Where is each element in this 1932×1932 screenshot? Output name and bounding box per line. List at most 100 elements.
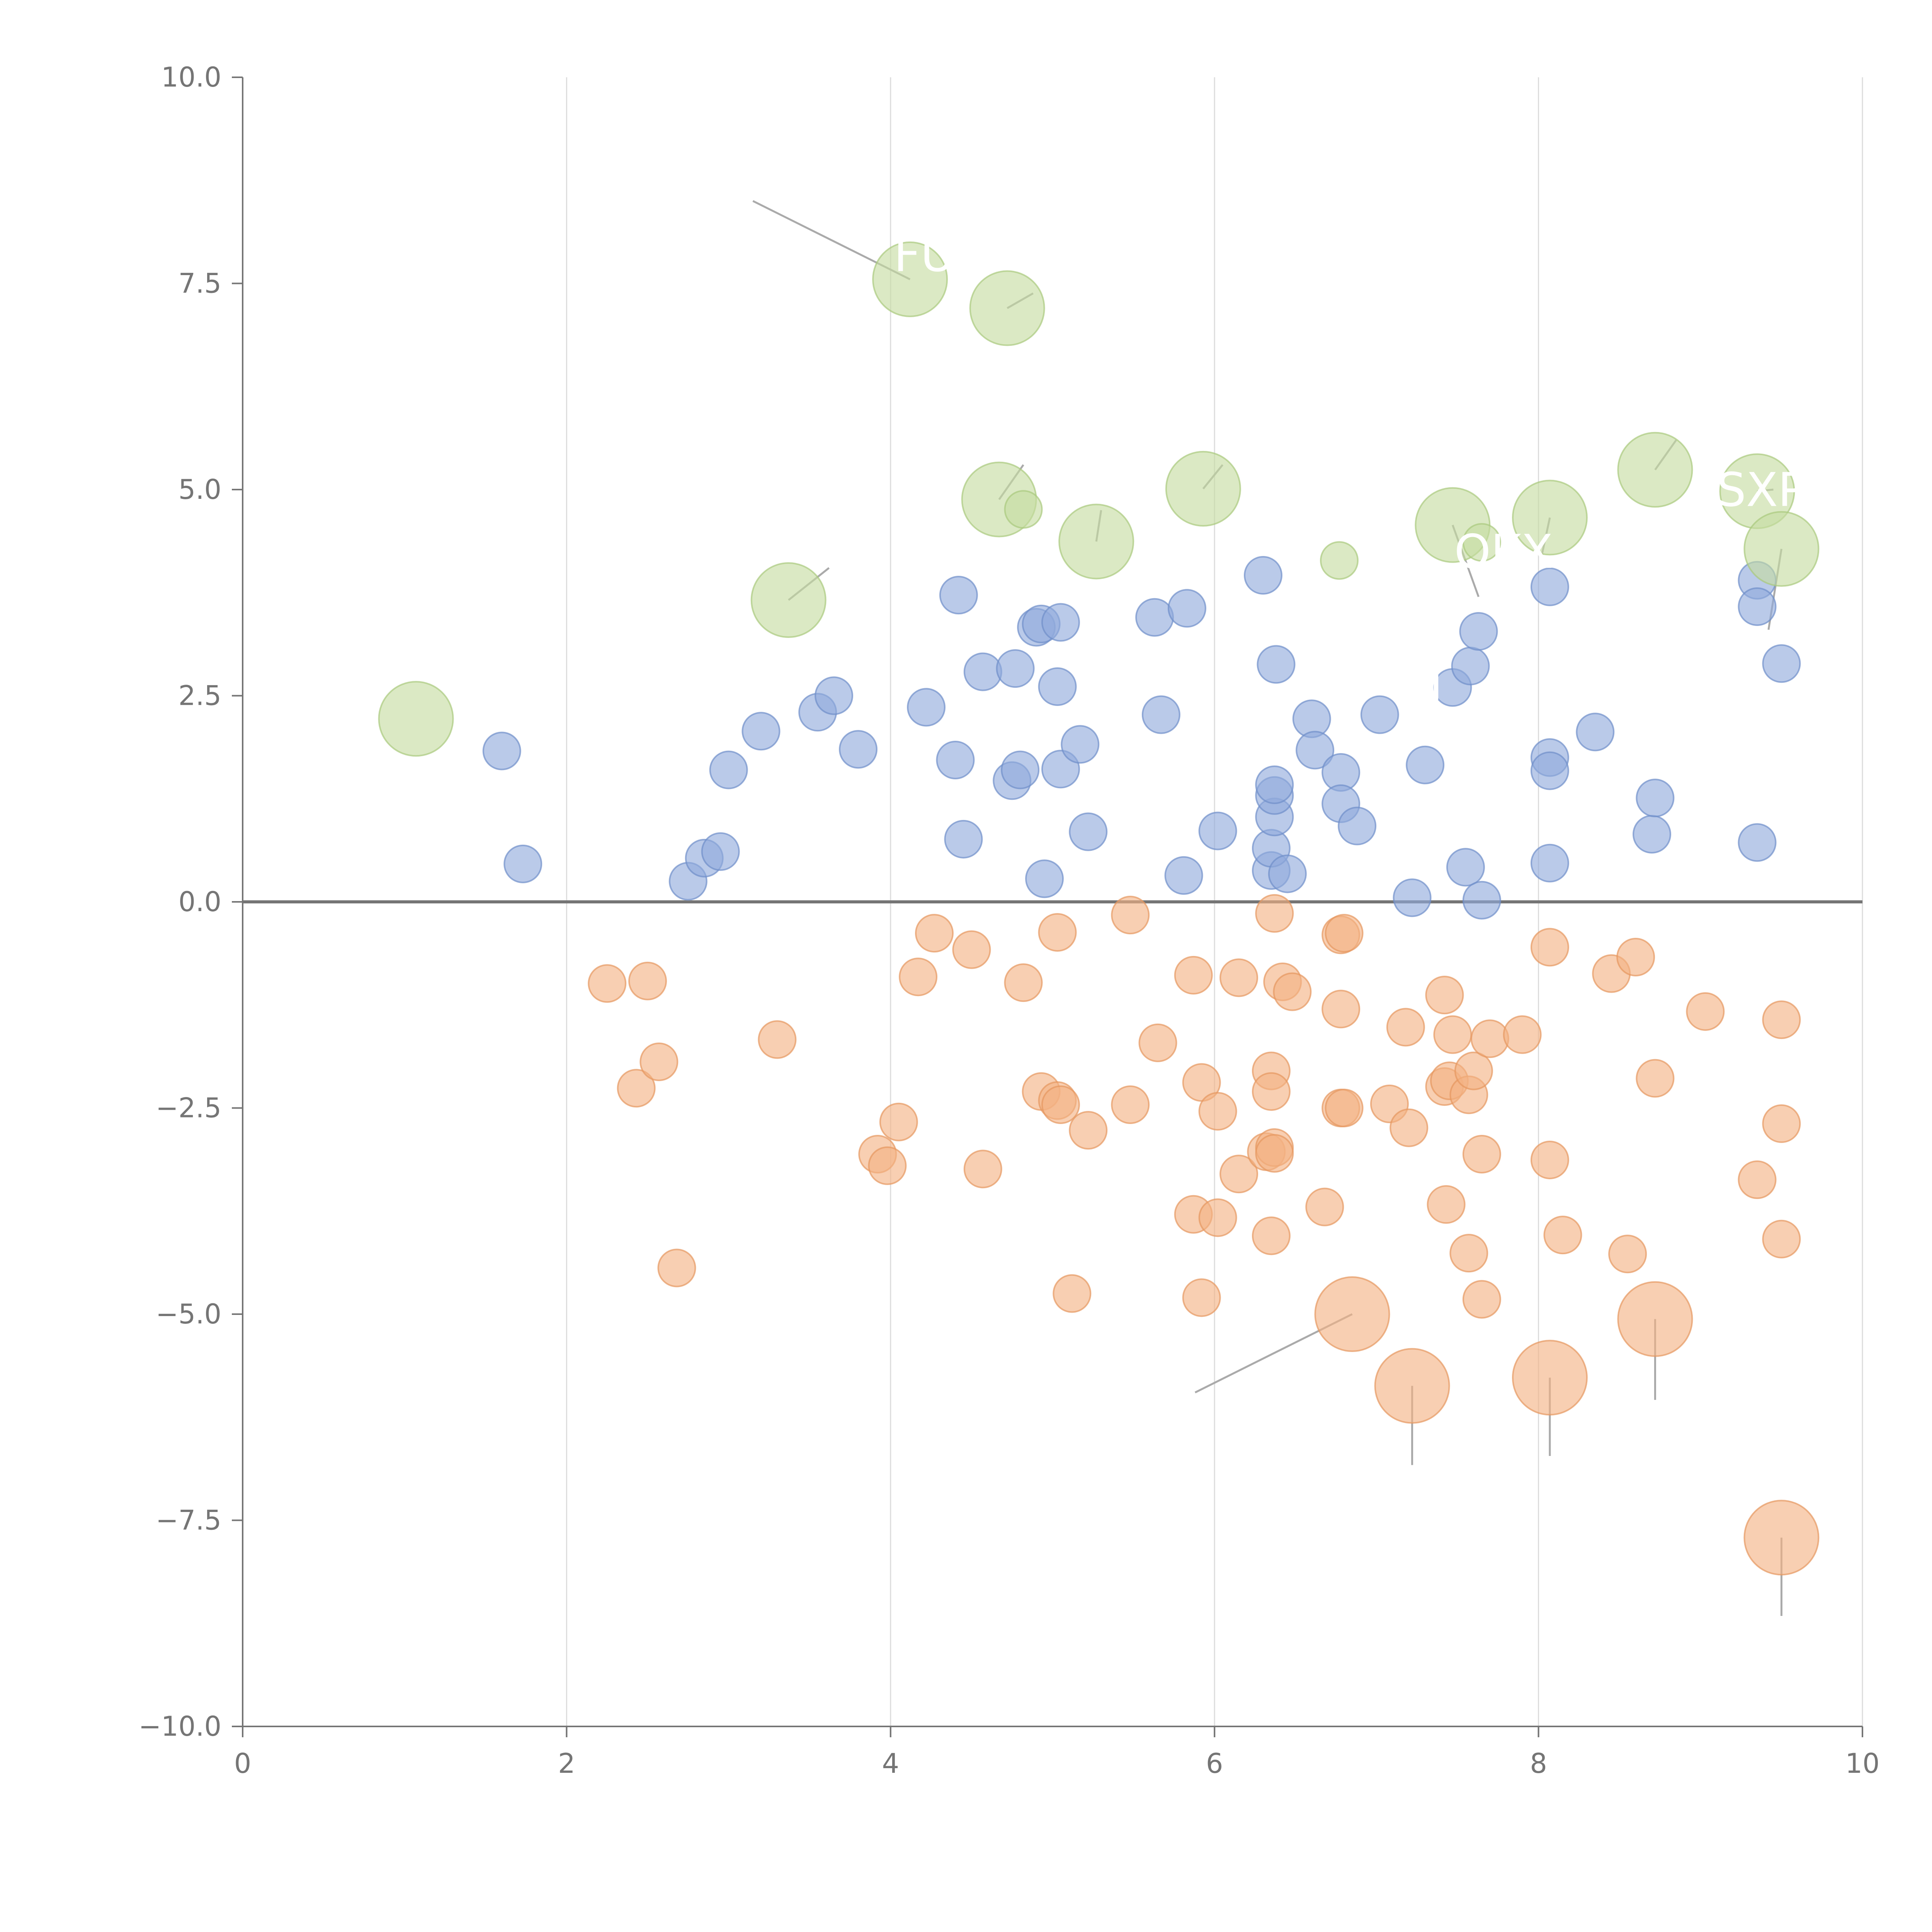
data-point-positive (1360, 695, 1399, 734)
data-point-negative (963, 1150, 1002, 1189)
data-point-negative (1273, 972, 1312, 1011)
data-point-positive (1530, 567, 1569, 606)
data-point-negative (1636, 1059, 1675, 1098)
data-point-negative (1174, 956, 1213, 995)
data-point-positive (742, 712, 781, 751)
data-point-negative (1503, 1015, 1542, 1054)
data-point-negative-highlight (1512, 1340, 1588, 1416)
data-point-negative (1219, 1155, 1259, 1194)
data-point-positive (944, 820, 983, 859)
data-point-positive (996, 649, 1035, 688)
data-point-positive-highlight (750, 562, 827, 638)
data-point-positive-highlight (969, 270, 1045, 346)
data-point-negative (899, 957, 938, 997)
y-tick-label: 7.5 (179, 268, 221, 299)
x-tick-label: 6 (1206, 1748, 1223, 1779)
data-point-negative (1449, 1234, 1488, 1273)
data-point-positive (1255, 765, 1294, 804)
data-point-negative (1198, 1092, 1237, 1131)
data-point-negative (1686, 992, 1725, 1031)
data-point-positive (1001, 750, 1040, 789)
data-point-positive (1135, 598, 1174, 637)
data-point-negative (1255, 894, 1294, 933)
data-point-positive (1164, 856, 1203, 895)
data-point-positive (1762, 644, 1801, 683)
data-point-positive (1167, 589, 1206, 628)
data-point-positive-highlight (1058, 503, 1134, 580)
data-point-negative (1053, 1274, 1092, 1313)
data-point-negative (758, 1020, 797, 1059)
point-label: TI (1400, 657, 1443, 711)
x-tick-label: 0 (234, 1748, 252, 1779)
data-point-negative (1543, 1216, 1582, 1255)
data-point-negative (1762, 1104, 1801, 1143)
data-point-negative-highlight (1743, 1500, 1820, 1576)
x-tick-label: 10 (1845, 1748, 1879, 1779)
data-point-positive-highlight (1743, 511, 1820, 587)
data-point-negative (1470, 1019, 1509, 1058)
y-tick-label: 2.5 (179, 680, 221, 712)
data-point-positive (1268, 854, 1307, 893)
point-label: P (1093, 690, 1121, 744)
data-point-positive (1038, 667, 1077, 706)
data-point-negative (1530, 928, 1569, 967)
data-point-negative (1038, 913, 1077, 952)
data-point-positive (1633, 815, 1672, 854)
data-point-positive-highlight (378, 681, 454, 757)
data-point-positive-highlight (1617, 432, 1693, 508)
data-point-positive (709, 750, 748, 789)
y-tick-label: 0.0 (179, 886, 221, 918)
data-point-negative (1111, 896, 1150, 935)
data-point-positive (939, 576, 978, 615)
data-point-negative (588, 964, 627, 1003)
data-points (378, 241, 1820, 1576)
data-point-positive (1257, 645, 1296, 684)
y-tick-label: 10.0 (161, 61, 221, 93)
data-point-negative (879, 1102, 918, 1141)
x-tick-label: 2 (558, 1748, 575, 1779)
data-point-positive (1451, 646, 1490, 685)
data-point-negative (1389, 1108, 1429, 1147)
data-point-negative (1325, 1088, 1364, 1128)
data-point-positive (1338, 806, 1377, 845)
data-point-negative (1762, 1219, 1801, 1259)
data-point-negative (1041, 1085, 1080, 1124)
data-point-negative (1608, 1235, 1647, 1274)
data-point-negative (1762, 1000, 1801, 1039)
data-point-positive (1393, 878, 1432, 917)
data-point-positive (1025, 859, 1064, 898)
data-point-negative (952, 930, 991, 969)
data-point-negative (868, 1146, 907, 1185)
data-point-positive (907, 688, 946, 727)
data-point-positive-highlight (872, 241, 948, 317)
data-point-negative (1252, 1072, 1291, 1111)
data-point-negative (1386, 1008, 1425, 1047)
point-labels: FU SXP OKX TI P (894, 228, 1806, 744)
y-tick-label: 5.0 (179, 474, 221, 505)
data-point-positive (1069, 812, 1108, 851)
data-point-negative (1325, 914, 1364, 953)
data-point-negative (1462, 1280, 1501, 1319)
data-point-positive (1576, 713, 1615, 752)
data-point-negative (1738, 1160, 1777, 1199)
data-point-positive (1462, 881, 1501, 920)
data-point-negative (1530, 1140, 1569, 1179)
data-point-positive (1406, 745, 1445, 784)
data-point-positive (1738, 587, 1777, 626)
data-point-negative (639, 1042, 679, 1081)
data-point-negative (1069, 1111, 1108, 1150)
data-point-positive (701, 832, 740, 871)
data-point-negative (1425, 976, 1464, 1015)
data-point-negative (1255, 1134, 1294, 1173)
data-point-negative (1198, 1198, 1237, 1237)
data-point-positive (815, 676, 854, 715)
data-point-negative (1616, 937, 1655, 976)
data-point-positive-highlight (1165, 451, 1241, 527)
data-point-negative (1305, 1187, 1344, 1226)
data-point-positive (1636, 779, 1675, 818)
data-point-positive (1446, 848, 1485, 887)
data-point-negative (1427, 1185, 1466, 1224)
data-point-positive (963, 652, 1002, 691)
data-point-negative (1004, 963, 1043, 1002)
data-point-negative (915, 914, 954, 953)
